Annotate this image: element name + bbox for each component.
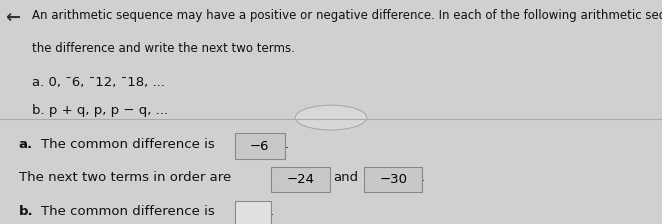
Text: −24: −24 (287, 173, 314, 186)
Text: b. p + q, p, p − q, ...: b. p + q, p, p − q, ... (32, 104, 167, 117)
Text: −30: −30 (379, 173, 407, 186)
FancyBboxPatch shape (271, 167, 330, 192)
Text: .: . (270, 205, 274, 218)
Ellipse shape (295, 105, 367, 130)
Text: .: . (421, 171, 425, 184)
Text: The common difference is: The common difference is (41, 138, 214, 151)
FancyBboxPatch shape (235, 134, 285, 159)
Text: .: . (285, 138, 289, 151)
Text: The next two terms in order are: The next two terms in order are (19, 171, 231, 184)
Text: a. 0, ¯6, ¯12, ¯18, ...: a. 0, ¯6, ¯12, ¯18, ... (32, 76, 165, 89)
Text: An arithmetic sequence may have a positive or negative difference. In each of th: An arithmetic sequence may have a positi… (32, 9, 662, 22)
Text: and: and (333, 171, 358, 184)
FancyBboxPatch shape (235, 201, 271, 224)
Text: ...: ... (326, 113, 336, 122)
Text: b.: b. (19, 205, 33, 218)
Text: −6: −6 (250, 140, 269, 153)
Text: The common difference is: The common difference is (41, 205, 214, 218)
Text: ←: ← (5, 9, 21, 27)
Text: the difference and write the next two terms.: the difference and write the next two te… (32, 41, 295, 55)
Text: a.: a. (19, 138, 32, 151)
FancyBboxPatch shape (364, 167, 422, 192)
